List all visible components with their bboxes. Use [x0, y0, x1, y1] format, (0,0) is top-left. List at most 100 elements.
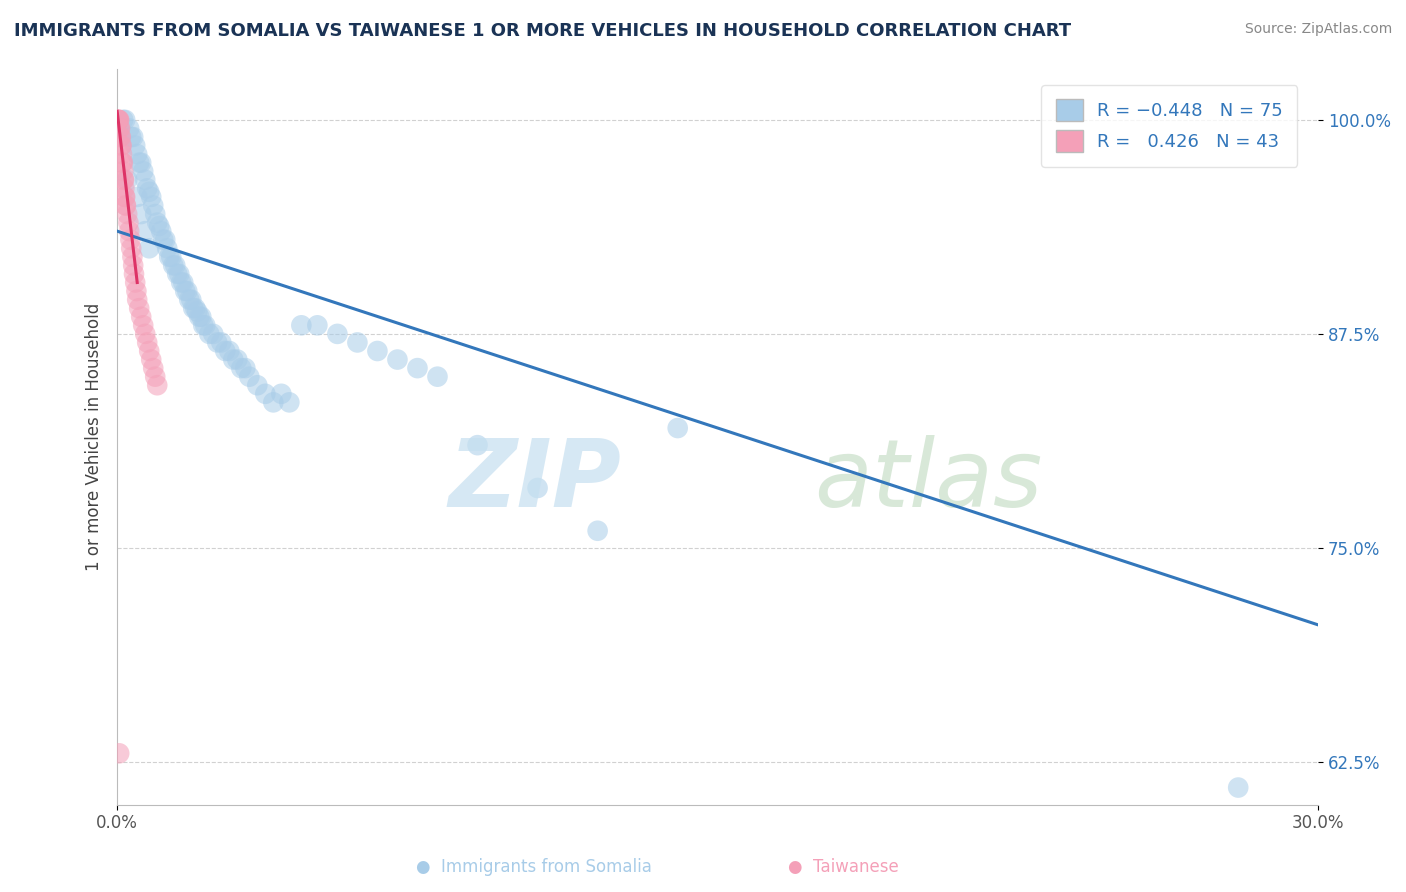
Text: ●  Taiwanese: ● Taiwanese: [789, 858, 898, 876]
Point: [326, 326, 349, 341]
Point: [114, 190, 136, 204]
Point: [150, 224, 173, 238]
Point: [307, 318, 329, 333]
Point: [467, 438, 489, 452]
Point: [218, 343, 240, 358]
Point: [190, 310, 212, 324]
Point: [134, 326, 156, 341]
Point: [129, 155, 152, 169]
Point: [115, 198, 138, 212]
Y-axis label: 1 or more Vehicles in Household: 1 or more Vehicles in Household: [86, 302, 103, 571]
Point: [143, 369, 166, 384]
Point: [1227, 780, 1250, 795]
Point: [186, 304, 208, 318]
Point: [148, 219, 170, 233]
Point: [526, 481, 548, 495]
Point: [108, 121, 131, 136]
Point: [222, 352, 245, 367]
Point: [134, 224, 156, 238]
Point: [127, 190, 149, 204]
Point: [146, 216, 169, 230]
Point: [129, 310, 152, 324]
Point: [278, 395, 301, 409]
Point: [132, 164, 155, 178]
Point: [121, 250, 143, 264]
Text: Source: ZipAtlas.com: Source: ZipAtlas.com: [1244, 22, 1392, 37]
Point: [290, 318, 312, 333]
Point: [112, 173, 135, 187]
Text: ●  Immigrants from Somalia: ● Immigrants from Somalia: [416, 858, 652, 876]
Point: [170, 276, 193, 290]
Point: [128, 155, 150, 169]
Point: [111, 155, 134, 169]
Point: [114, 190, 136, 204]
Point: [128, 301, 150, 316]
Point: [114, 112, 136, 127]
Point: [270, 386, 292, 401]
Point: [112, 112, 135, 127]
Point: [111, 147, 134, 161]
Point: [110, 138, 132, 153]
Point: [107, 112, 129, 127]
Point: [127, 147, 149, 161]
Point: [134, 173, 156, 187]
Point: [143, 207, 166, 221]
Point: [426, 369, 449, 384]
Point: [120, 130, 142, 145]
Point: [233, 361, 256, 376]
Point: [110, 130, 132, 145]
Point: [167, 267, 190, 281]
Point: [138, 241, 160, 255]
Point: [346, 335, 368, 350]
Point: [214, 343, 236, 358]
Point: [107, 112, 129, 127]
Point: [180, 293, 202, 307]
Point: [238, 369, 260, 384]
Point: [366, 343, 388, 358]
Point: [246, 378, 269, 392]
Point: [181, 301, 204, 316]
Point: [124, 138, 146, 153]
Point: [117, 216, 139, 230]
Point: [198, 326, 221, 341]
Point: [112, 181, 135, 195]
Point: [110, 130, 132, 145]
Point: [136, 181, 159, 195]
Point: [188, 310, 211, 324]
Point: [406, 361, 429, 376]
Point: [108, 112, 131, 127]
Point: [165, 259, 187, 273]
Text: IMMIGRANTS FROM SOMALIA VS TAIWANESE 1 OR MORE VEHICLES IN HOUSEHOLD CORRELATION: IMMIGRANTS FROM SOMALIA VS TAIWANESE 1 O…: [14, 22, 1071, 40]
Point: [124, 276, 146, 290]
Point: [118, 224, 141, 238]
Point: [136, 335, 159, 350]
Point: [152, 233, 174, 247]
Point: [115, 207, 138, 221]
Legend: R = −0.448   N = 75, R =   0.426   N = 43: R = −0.448 N = 75, R = 0.426 N = 43: [1040, 85, 1298, 167]
Point: [166, 267, 188, 281]
Point: [209, 335, 232, 350]
Point: [120, 241, 142, 255]
Point: [156, 241, 179, 255]
Point: [108, 747, 131, 761]
Point: [142, 361, 165, 376]
Point: [179, 293, 201, 307]
Point: [142, 198, 165, 212]
Point: [122, 267, 145, 281]
Point: [194, 318, 217, 333]
Point: [115, 173, 138, 187]
Point: [586, 524, 609, 538]
Point: [155, 233, 177, 247]
Point: [112, 164, 135, 178]
Point: [172, 276, 194, 290]
Point: [107, 112, 129, 127]
Point: [132, 318, 155, 333]
Point: [146, 378, 169, 392]
Point: [262, 395, 284, 409]
Point: [129, 207, 152, 221]
Point: [125, 284, 148, 298]
Point: [114, 198, 136, 212]
Point: [110, 138, 132, 153]
Point: [138, 343, 160, 358]
Text: ZIP: ZIP: [449, 434, 621, 527]
